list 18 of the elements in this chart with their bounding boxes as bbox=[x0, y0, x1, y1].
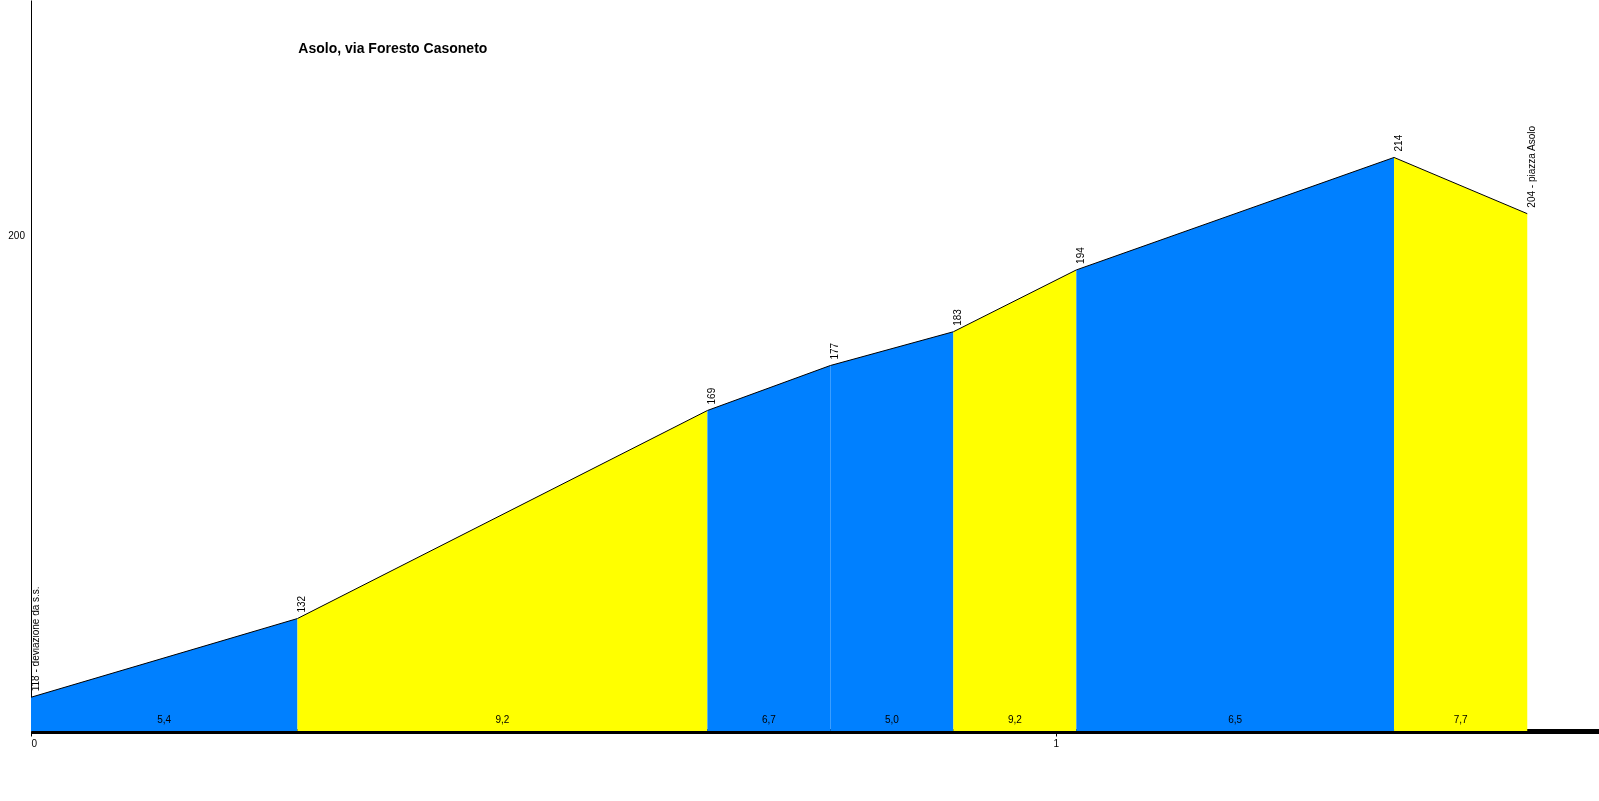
annotation: 7,7 bbox=[1453, 713, 1469, 725]
text: 200 bbox=[8, 230, 26, 241]
x-tick-label: 0 bbox=[31, 737, 38, 749]
data-label: 169 bbox=[706, 387, 718, 405]
data-label: 177 bbox=[829, 342, 841, 360]
data-label: 183 bbox=[952, 308, 964, 326]
data-label: 132 bbox=[296, 595, 308, 613]
annotation: 5,0 bbox=[884, 713, 900, 725]
annotation: 9,2 bbox=[495, 713, 510, 725]
data-label: 214 bbox=[1393, 134, 1405, 152]
annotation: 9,2 bbox=[1007, 713, 1023, 725]
annotation: 6,7 bbox=[761, 713, 777, 725]
annotation: 6,5 bbox=[1228, 713, 1243, 725]
data-label: 194 bbox=[1075, 246, 1087, 264]
data-label: 204 - piazza Asolo bbox=[1526, 125, 1538, 208]
annotation: 5,4 bbox=[157, 713, 172, 725]
x-tick-label: 1 bbox=[1053, 737, 1060, 749]
text: Asolo, via Foresto Casoneto bbox=[298, 40, 488, 56]
